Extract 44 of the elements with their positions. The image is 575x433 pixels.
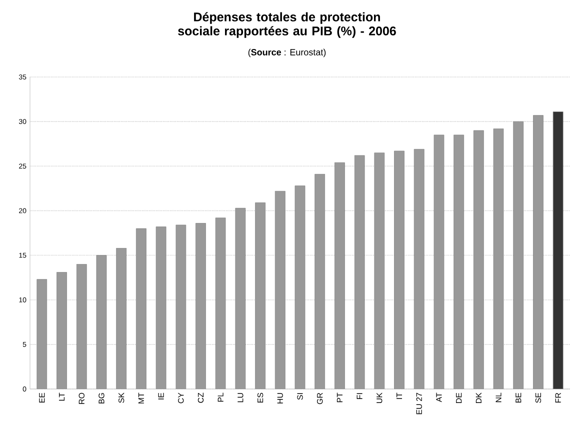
x-tick-label: CY xyxy=(178,392,184,404)
x-tick-label: AT xyxy=(436,392,442,402)
bar xyxy=(414,148,424,389)
x-tick-label: GR xyxy=(317,392,323,404)
x-tick-label: FR xyxy=(555,392,561,403)
x-tick-label: BG xyxy=(98,393,104,404)
x-tick-label: CZ xyxy=(198,392,204,403)
x-tick-label: DE xyxy=(456,392,462,403)
bar xyxy=(314,174,326,389)
bar xyxy=(493,128,504,389)
x-tick-label: SK xyxy=(118,392,124,403)
x-tick-label: ES xyxy=(257,392,264,403)
x-tick-label: EE xyxy=(39,392,45,403)
bar xyxy=(434,134,444,389)
x-tick-label: EU 27 xyxy=(416,392,422,414)
chart-title: Dépenses totales de protection sociale rapportées au PIB (%) - 2006 xyxy=(178,12,396,38)
x-tick-label: BE xyxy=(516,392,522,403)
bar xyxy=(76,264,87,389)
x-tick-label: IT xyxy=(396,392,402,399)
bar xyxy=(533,115,544,389)
bar xyxy=(394,150,404,389)
bar xyxy=(36,279,48,389)
bar xyxy=(354,155,365,389)
x-tick-label: HU xyxy=(277,393,283,404)
bar xyxy=(334,162,345,389)
x-tick-label: RO xyxy=(78,392,84,404)
bar xyxy=(156,226,166,389)
bar xyxy=(136,228,146,389)
x-tick-label: LT xyxy=(59,392,65,401)
x-tick-label: LU xyxy=(238,393,244,402)
x-tick-label: PL xyxy=(218,392,224,402)
x-tick-label: SI xyxy=(297,393,303,400)
x-tick-label: FI xyxy=(356,393,362,399)
x-tick-label: UK xyxy=(376,392,382,404)
x-tick-label: IE xyxy=(158,392,164,400)
bar xyxy=(56,272,67,389)
x-tick-label: DK xyxy=(476,392,482,403)
chart-subtitle: (Source : Eurostat) xyxy=(248,48,326,58)
x-tick-label: SE xyxy=(535,392,542,403)
bar xyxy=(255,202,266,389)
x-tick-label: MT xyxy=(138,392,144,404)
x-tick-label: PT xyxy=(336,392,342,402)
x-tick-label: NL xyxy=(496,392,502,402)
bar xyxy=(235,208,246,389)
